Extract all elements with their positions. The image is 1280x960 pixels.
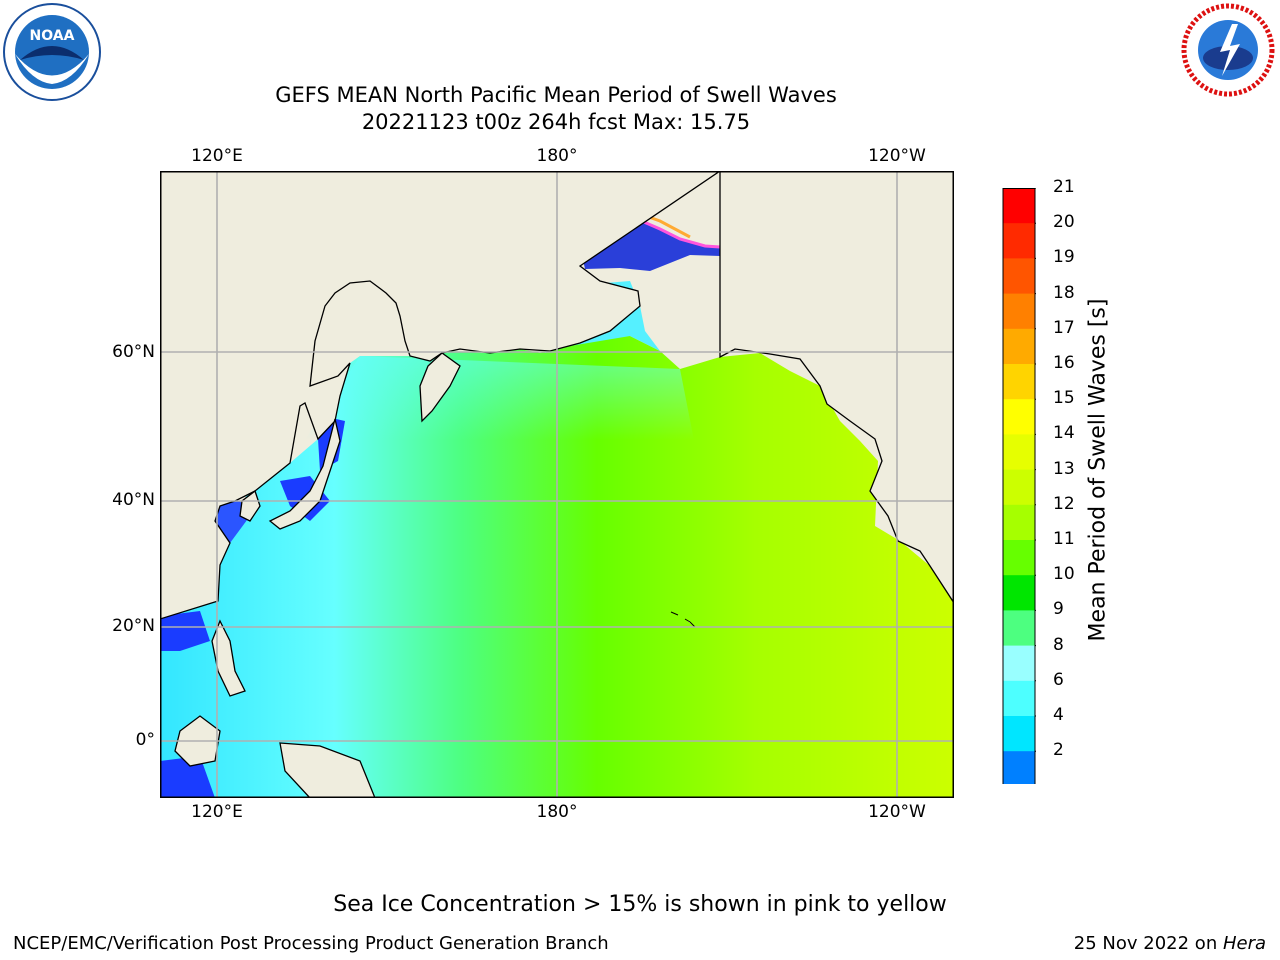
lon-tick-top-180: 180° bbox=[536, 146, 578, 166]
colorbar-segment bbox=[1003, 610, 1035, 647]
korea-peninsula bbox=[239, 489, 261, 522]
colorbar-segment bbox=[1003, 680, 1035, 717]
lon-tick-bottom-180: 180° bbox=[536, 802, 578, 822]
colorbar bbox=[1002, 187, 1036, 818]
lon-tick-top-120e: 120°E bbox=[191, 146, 243, 166]
chart-subtitle: 20221123 t00z 264h fcst Max: 15.75 bbox=[361, 110, 751, 134]
colorbar-segment bbox=[1003, 540, 1035, 576]
colorbar-tick-label: 19 bbox=[1053, 247, 1075, 268]
japan-island bbox=[268, 418, 341, 530]
colorbar-tick-label: 10 bbox=[1053, 564, 1075, 585]
hawaii-islands bbox=[670, 611, 696, 628]
new-guinea-island bbox=[279, 742, 376, 798]
kamchatka-peninsula bbox=[419, 352, 461, 423]
colorbar-segment bbox=[1003, 223, 1035, 259]
colorbar-tick-label: 15 bbox=[1053, 388, 1075, 409]
colorbar-label: Mean Period of Swell Waves [s] bbox=[1085, 298, 1111, 642]
colorbar-tick-label: 13 bbox=[1053, 458, 1075, 479]
colorbar-tick-label: 14 bbox=[1053, 423, 1075, 444]
footer-date: 25 Nov 2022 on Hera bbox=[1074, 933, 1266, 954]
lat-tick-0: 0° bbox=[135, 730, 155, 750]
lon-tick-bottom-120e: 120°E bbox=[191, 802, 243, 822]
colorbar-segment bbox=[1003, 364, 1035, 400]
colorbar-tick-label: 12 bbox=[1053, 493, 1075, 514]
colorbar-tick-label: 11 bbox=[1053, 529, 1075, 549]
lon-tick-bottom-120w: 120°W bbox=[868, 802, 926, 822]
colorbar-tick-label: 18 bbox=[1053, 282, 1075, 303]
colorbar-segment bbox=[1003, 504, 1035, 541]
noaa-logo: NOAA bbox=[2, 2, 102, 102]
south-china-sea-region bbox=[160, 611, 210, 651]
indonesia-region bbox=[160, 756, 215, 798]
colorbar-segment bbox=[1003, 645, 1035, 682]
colorbar-tick-label: 8 bbox=[1053, 634, 1064, 655]
colorbar-segment bbox=[1003, 258, 1035, 295]
svg-text:NOAA: NOAA bbox=[30, 28, 75, 44]
north-america-landmass bbox=[719, 171, 954, 605]
chart-title: GEFS MEAN North Pacific Mean Period of S… bbox=[275, 83, 837, 107]
nws-logo bbox=[1180, 2, 1276, 98]
colorbar-tick-label: 4 bbox=[1053, 705, 1064, 725]
colorbar-tick-label: 20 bbox=[1053, 212, 1075, 233]
sea-ice-note: Sea Ice Concentration > 15% is shown in … bbox=[333, 892, 947, 917]
colorbar-tick-label: 21 bbox=[1053, 177, 1075, 197]
colorbar-segment bbox=[1003, 328, 1035, 365]
colorbar-tick-label: 9 bbox=[1053, 599, 1064, 620]
graticule bbox=[160, 171, 954, 798]
colorbar-segment bbox=[1003, 399, 1035, 435]
philippines-island bbox=[211, 619, 246, 697]
colorbar-segment bbox=[1003, 434, 1035, 471]
colorbar-tick-label: 2 bbox=[1053, 740, 1064, 761]
colorbar-segment bbox=[1003, 716, 1035, 752]
colorbar-tick-label: 17 bbox=[1053, 317, 1075, 338]
asia-landmass bbox=[160, 171, 722, 620]
colorbar-tick-label: 6 bbox=[1053, 669, 1064, 690]
footer-date-text: 25 Nov 2022 on bbox=[1073, 933, 1223, 954]
map-frame bbox=[160, 171, 954, 798]
lat-tick-40n: 40°N bbox=[112, 490, 155, 510]
colorbar-tick-label: 16 bbox=[1053, 353, 1075, 373]
colorbar-segment bbox=[1003, 469, 1035, 506]
colorbar-segment bbox=[1003, 575, 1035, 611]
lon-tick-top-120w: 120°W bbox=[868, 146, 926, 166]
colorbar-segment bbox=[1003, 751, 1035, 787]
lat-tick-60n: 60°N bbox=[112, 342, 155, 362]
footer-host: Hera bbox=[1222, 933, 1266, 954]
lat-tick-20n: 20°N bbox=[112, 616, 155, 636]
footer-credit: NCEP/EMC/Verification Post Processing Pr… bbox=[13, 933, 609, 954]
map-panel bbox=[160, 171, 954, 798]
colorbar-segment bbox=[1003, 293, 1035, 330]
colorbar-segment bbox=[1003, 188, 1035, 224]
